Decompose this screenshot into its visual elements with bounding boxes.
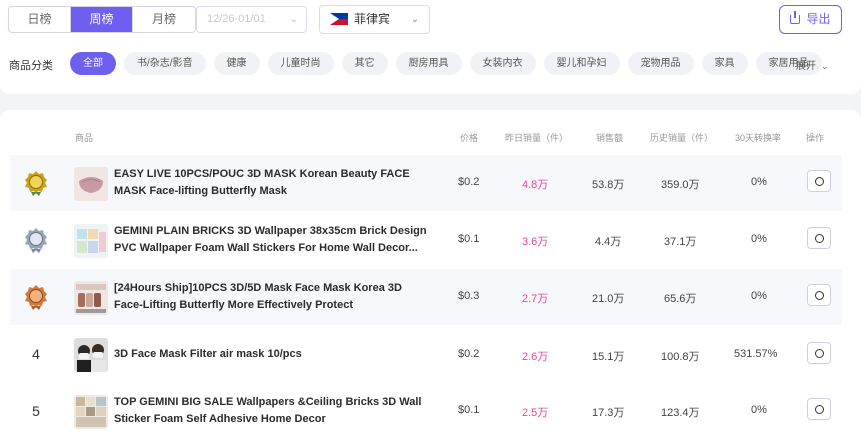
product-name[interactable]: TOP GEMINI BIG SALE Wallpapers &Ceiling …: [114, 396, 422, 425]
header-conversion: 30天转换率: [735, 133, 782, 143]
history-sales: 123.4万: [661, 407, 700, 419]
header-actions: 操作: [806, 133, 825, 143]
yesterday-sales: 2.7万: [522, 293, 549, 305]
export-icon: [790, 11, 801, 24]
header-price: 价格: [460, 133, 479, 143]
tab-monthly[interactable]: 月榜: [151, 12, 176, 26]
export-button[interactable]: 导出: [779, 5, 842, 34]
conversion-rate: 0%: [751, 233, 767, 245]
table-row[interactable]: [24Hours Ship]10PCS 3D/5D Mask Face Mask…: [10, 269, 842, 325]
view-details-button[interactable]: [807, 398, 831, 420]
conversion-rate: 531.57%: [734, 348, 778, 360]
revenue: 21.0万: [592, 293, 625, 305]
history-sales: 37.1万: [664, 236, 697, 248]
rank-number: 5: [32, 403, 40, 419]
price: $0.2: [458, 348, 480, 360]
expand-label: 展开: [796, 61, 816, 72]
view-icon: [815, 291, 824, 300]
category-chip-health[interactable]: 健康: [213, 52, 260, 75]
category-filter: 全部 书/杂志/影音 健康 儿童时尚 其它 厨房用具 女装内衣 婴儿和孕妇 宠物…: [70, 52, 822, 75]
category-chip-furniture[interactable]: 家具: [701, 52, 748, 75]
category-chip-baby-maternity[interactable]: 婴儿和孕妇: [543, 52, 620, 75]
export-label: 导出: [806, 12, 831, 26]
table-row[interactable]: 5 TOP GEMINI BIG SALE Wallpapers &Ceilin…: [10, 383, 842, 438]
header-history-sales: 历史销量（件）: [650, 133, 714, 143]
date-range-value: 12/26-01/01: [207, 13, 266, 25]
header-yesterday-sales: 昨日销量（件）: [505, 133, 569, 143]
header-revenue: 销售额: [596, 133, 624, 143]
filter-panel: 日榜 周榜 月榜 12/26-01/01 ⌄ 菲律宾 ⌄ 导出 商品分类 全部 …: [0, 0, 861, 94]
date-range-select[interactable]: 12/26-01/01 ⌄: [196, 6, 307, 33]
product-thumbnail: [74, 395, 108, 429]
product-name[interactable]: 3D Face Mask Filter air mask 10/pcs: [114, 348, 302, 360]
chevron-down-icon: ⌄: [821, 61, 829, 71]
category-chip-books-media[interactable]: 书/杂志/影音: [124, 52, 206, 75]
product-thumbnail: [74, 338, 108, 372]
category-chip-all[interactable]: 全部: [70, 52, 116, 75]
category-chip-other[interactable]: 其它: [341, 52, 388, 75]
product-name[interactable]: [24Hours Ship]10PCS 3D/5D Mask Face Mask…: [114, 282, 402, 311]
view-details-button[interactable]: [807, 342, 831, 364]
category-chip-home-goods[interactable]: 家居用品: [755, 52, 822, 75]
price: $0.1: [458, 404, 480, 416]
product-name[interactable]: EASY LIVE 10PCS/POUC 3D MASK Korean Beau…: [114, 168, 410, 197]
history-sales: 65.6万: [664, 293, 697, 305]
history-sales: 359.0万: [661, 179, 700, 191]
conversion-rate: 0%: [751, 176, 767, 188]
product-thumbnail: [74, 224, 108, 258]
view-icon: [815, 405, 824, 414]
product-thumbnail: [74, 281, 108, 315]
category-chip-womens-underwear[interactable]: 女装内衣: [469, 52, 536, 75]
view-icon: [815, 234, 824, 243]
table-header: 商品 价格 昨日销量（件） 销售额 历史销量（件） 30天转换率 操作: [0, 131, 861, 147]
silver-medal-icon: [25, 228, 47, 253]
philippines-flag-icon: [330, 13, 348, 25]
header-product: 商品: [75, 133, 94, 143]
bronze-medal-icon: [25, 285, 47, 310]
view-icon: [815, 349, 824, 358]
category-chip-pet-supplies[interactable]: 宠物用品: [627, 52, 694, 75]
table-row[interactable]: GEMINI PLAIN BRICKS 3D Wallpaper 38x35cm…: [10, 212, 842, 268]
table-row[interactable]: 4 3D Face Mask Filter air mask 10/pcs $0…: [10, 326, 842, 382]
revenue: 17.3万: [592, 407, 625, 419]
gold-medal-icon: [25, 171, 47, 196]
yesterday-sales: 4.8万: [522, 179, 549, 191]
view-details-button[interactable]: [807, 284, 831, 306]
view-details-button[interactable]: [807, 170, 831, 192]
yesterday-sales: 3.6万: [522, 236, 549, 248]
rank-number: 4: [32, 346, 40, 362]
history-sales: 100.8万: [661, 351, 700, 363]
chevron-down-icon: ⌄: [410, 14, 419, 25]
price: $0.2: [458, 176, 480, 188]
product-name[interactable]: GEMINI PLAIN BRICKS 3D Wallpaper 38x35cm…: [114, 225, 427, 254]
country-select[interactable]: 菲律宾 ⌄: [319, 5, 430, 34]
expand-categories-button[interactable]: 展开 ⌄: [796, 57, 829, 72]
price: $0.3: [458, 290, 480, 302]
yesterday-sales: 2.6万: [522, 351, 549, 363]
table-row[interactable]: EASY LIVE 10PCS/POUC 3D MASK Korean Beau…: [10, 155, 842, 211]
price: $0.1: [458, 233, 480, 245]
country-label: 菲律宾: [354, 12, 391, 26]
revenue: 15.1万: [592, 351, 625, 363]
conversion-rate: 0%: [751, 404, 767, 416]
view-icon: [815, 177, 824, 186]
ranking-table: 商品 价格 昨日销量（件） 销售额 历史销量（件） 30天转换率 操作 EASY…: [0, 110, 861, 438]
view-details-button[interactable]: [807, 227, 831, 249]
product-thumbnail: [74, 167, 108, 201]
tab-daily[interactable]: 日榜: [9, 7, 71, 32]
conversion-rate: 0%: [751, 290, 767, 302]
period-tabs: 日榜 周榜 月榜: [8, 6, 196, 33]
category-chip-kids-fashion[interactable]: 儿童时尚: [267, 52, 334, 75]
yesterday-sales: 2.5万: [522, 407, 549, 419]
category-chip-kitchen[interactable]: 厨房用具: [395, 52, 462, 75]
revenue: 4.4万: [595, 236, 622, 248]
chevron-down-icon: ⌄: [289, 14, 298, 25]
category-label: 商品分类: [9, 60, 53, 72]
revenue: 53.8万: [592, 179, 625, 191]
tab-weekly[interactable]: 周榜: [71, 7, 133, 32]
